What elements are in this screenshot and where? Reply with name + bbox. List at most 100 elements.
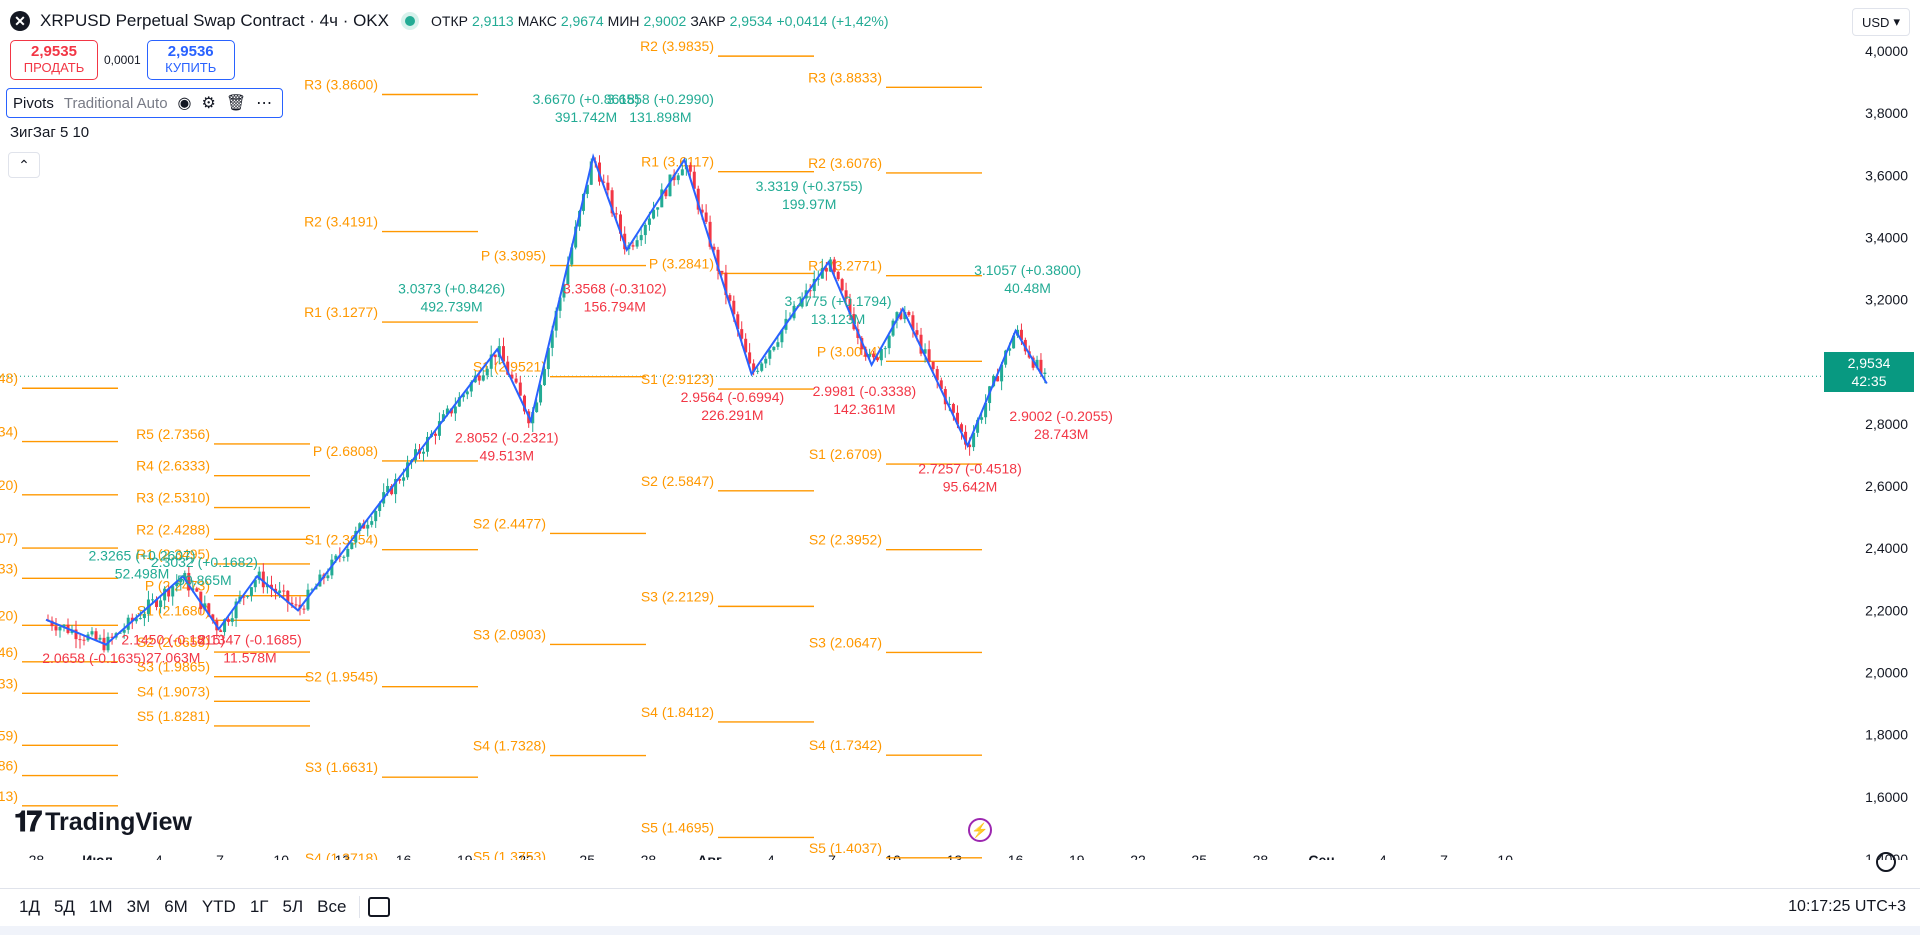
pivot-label: R1 (3.6117) bbox=[641, 154, 714, 170]
candle-body bbox=[887, 335, 891, 349]
pivot-label: R4 (2.6333) bbox=[136, 458, 210, 474]
sell-button[interactable]: 2,9535 ПРОДАТЬ bbox=[10, 40, 98, 80]
trash-icon[interactable]: 🗑 bbox=[225, 95, 247, 112]
candle-body bbox=[903, 311, 907, 320]
candle-body bbox=[652, 209, 656, 219]
zigzag-volume-label: 95.642M bbox=[943, 479, 997, 495]
settings-icon[interactable]: ⚙ bbox=[201, 95, 216, 112]
x-tick-label: 16 bbox=[396, 852, 412, 860]
candle-body bbox=[477, 375, 481, 381]
candle-body bbox=[939, 380, 943, 390]
candle-body bbox=[808, 290, 812, 292]
bar-countdown: 42:35 bbox=[1851, 373, 1887, 389]
zigzag-label: 2.1347 (-0.1685) bbox=[198, 632, 302, 648]
candle-body bbox=[539, 385, 543, 403]
pivot-label: S1 (2.3954) bbox=[305, 532, 378, 548]
x-tick-label: 4 bbox=[767, 852, 775, 860]
candle-body bbox=[253, 579, 257, 588]
x-tick-label: Авг bbox=[697, 852, 722, 860]
collapse-legend-button[interactable]: ⌃ bbox=[8, 152, 40, 178]
candle-body bbox=[406, 462, 410, 478]
x-tick-label: 22 bbox=[1130, 852, 1146, 860]
candle-body bbox=[290, 602, 294, 605]
clock[interactable]: 10:17:25 UTC+3 bbox=[1788, 898, 1906, 915]
pivot-label: R2 (2.4288) bbox=[136, 521, 210, 537]
candle-body bbox=[1039, 359, 1043, 374]
pivot-label: S3 (2.2129) bbox=[641, 588, 714, 604]
range-button-4[interactable]: 6М bbox=[164, 897, 188, 916]
candle-body bbox=[163, 588, 167, 601]
range-button-2[interactable]: 1М bbox=[88, 897, 113, 916]
range-button-5[interactable]: YTD bbox=[201, 897, 236, 916]
x-tick-label: 28 bbox=[641, 852, 657, 860]
candle-body bbox=[242, 596, 246, 598]
candle-body bbox=[187, 572, 191, 591]
y-tick-label: 2,6000 bbox=[1865, 478, 1908, 494]
y-tick-label: 4,0000 bbox=[1865, 43, 1908, 59]
candle-body bbox=[907, 311, 911, 316]
price-chart[interactable]: 4,00003,80003,60003,40003,20003,00002,80… bbox=[0, 0, 1920, 860]
candle-body bbox=[203, 603, 207, 610]
pivot-label: S4 (1.7342) bbox=[809, 737, 882, 753]
pivot-label: S2 (1.9333) bbox=[0, 675, 18, 691]
range-button-7[interactable]: 5Л bbox=[282, 897, 304, 916]
pivots-indicator-legend[interactable]: Pivots Traditional Auto ◉ ⚙ 🗑 ⋯ bbox=[6, 88, 284, 118]
candle-body bbox=[570, 247, 574, 265]
zigzag-label: 2.8052 (-0.2321) bbox=[455, 430, 559, 446]
zigzag-indicator-legend[interactable]: ЗигЗаг 5 10 bbox=[10, 124, 90, 141]
spread-value: 0,0001 bbox=[104, 53, 141, 67]
candle-body bbox=[485, 368, 489, 376]
candle-body bbox=[402, 477, 406, 481]
chevron-up-icon: ⌃ bbox=[18, 156, 30, 173]
currency-label: USD bbox=[1862, 14, 1890, 30]
zigzag-volume-label: 199.97M bbox=[782, 196, 836, 212]
candle-body bbox=[523, 395, 526, 412]
lightning-icon[interactable]: ⚡ bbox=[968, 818, 992, 842]
zigzag-label: 2.3032 (+0.1682) bbox=[151, 554, 258, 570]
range-button-0[interactable]: 1Д bbox=[19, 897, 40, 916]
candle-body bbox=[732, 300, 736, 315]
candle-body bbox=[927, 349, 931, 362]
candle-body bbox=[257, 571, 261, 580]
candle-body bbox=[62, 624, 66, 627]
candle-body bbox=[772, 346, 776, 351]
range-button-8[interactable]: Все bbox=[317, 897, 347, 916]
candle-body bbox=[489, 354, 493, 369]
candle-body bbox=[764, 358, 768, 364]
candle-body bbox=[585, 184, 589, 194]
candle-body bbox=[660, 189, 664, 208]
pivot-label: R3 (3.8833) bbox=[808, 69, 882, 85]
pivot-label: S5 (1.8281) bbox=[137, 708, 210, 724]
candle-body bbox=[760, 363, 764, 371]
candle-body bbox=[74, 629, 78, 640]
currency-select[interactable]: USD ▾ bbox=[1852, 8, 1910, 36]
candle-body bbox=[581, 193, 585, 211]
zigzag-label: 3.6558 (+0.2990) bbox=[607, 91, 714, 107]
candle-body bbox=[159, 600, 163, 607]
candle-body bbox=[554, 310, 558, 331]
candle-body bbox=[1008, 348, 1012, 351]
candle-body bbox=[142, 613, 146, 619]
buy-button[interactable]: 2,9536 КУПИТЬ bbox=[146, 40, 235, 80]
range-button-3[interactable]: 3М bbox=[126, 897, 151, 916]
y-tick-label: 1,6000 bbox=[1865, 789, 1908, 805]
candle-body bbox=[346, 548, 350, 557]
candle-body bbox=[167, 588, 171, 597]
eye-icon[interactable]: ◉ bbox=[177, 95, 192, 112]
zigzag-volume-label: 52.498M bbox=[115, 566, 169, 582]
range-button-1[interactable]: 5Д bbox=[53, 897, 75, 916]
tradingview-logo[interactable]: 𝟏𝟕 TradingView bbox=[14, 806, 192, 839]
candle-body bbox=[656, 207, 660, 210]
range-button-6[interactable]: 1Г bbox=[249, 897, 269, 916]
low-label: МИН bbox=[607, 13, 640, 29]
candle-body bbox=[840, 279, 844, 291]
candle-body bbox=[94, 631, 98, 640]
candle-body bbox=[223, 619, 227, 633]
candle-body bbox=[531, 412, 535, 424]
gear-icon[interactable] bbox=[1876, 852, 1896, 872]
symbol-title[interactable]: XRPUSD Perpetual Swap Contract · 4ч · OK… bbox=[40, 11, 389, 30]
more-icon[interactable]: ⋯ bbox=[256, 95, 273, 112]
x-tick-label: Июл bbox=[82, 852, 113, 860]
candle-body bbox=[542, 369, 546, 386]
calendar-icon[interactable] bbox=[368, 897, 391, 917]
